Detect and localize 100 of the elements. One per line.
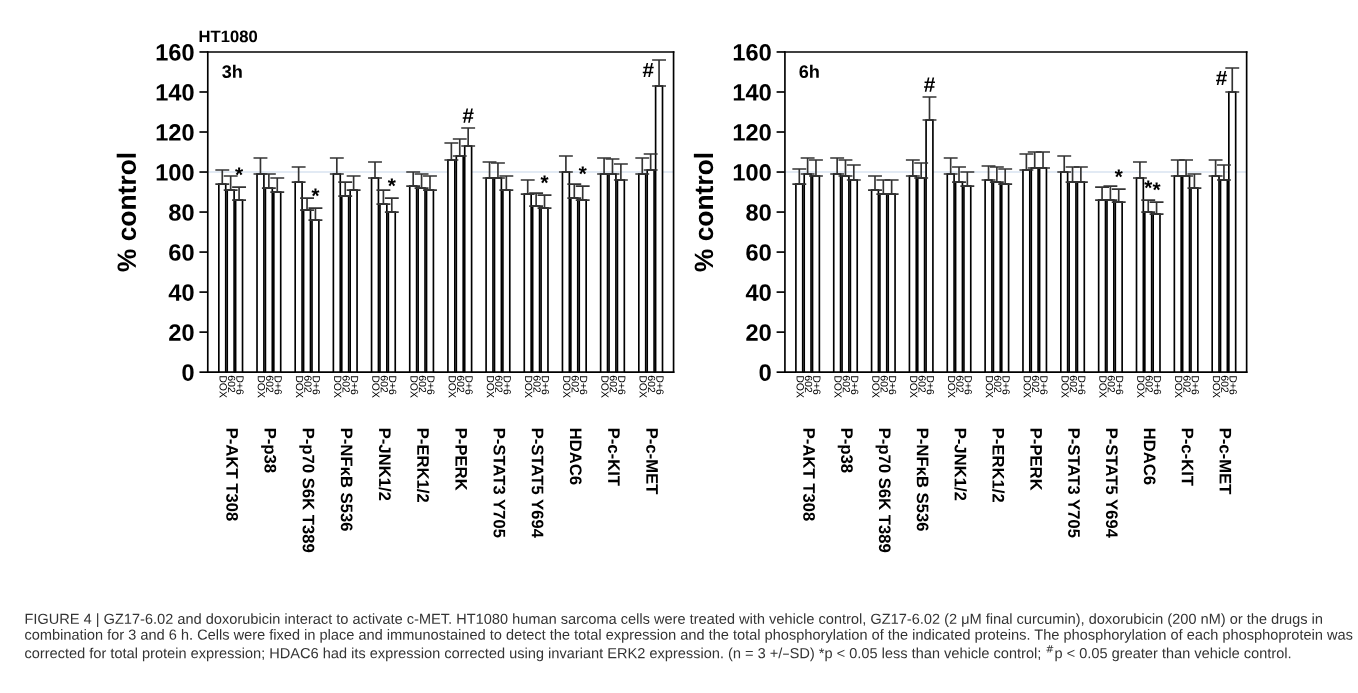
- text: 602: [994, 375, 1002, 393]
- text: 602: [1183, 375, 1191, 393]
- text: D+6: [427, 376, 435, 395]
- data-label: #: [462, 108, 474, 123]
- y-tick-label: 100: [156, 164, 194, 181]
- text: DOX: [910, 376, 918, 398]
- text: DOX: [1137, 376, 1145, 398]
- text: DOX: [295, 376, 304, 398]
- text: 602: [495, 375, 503, 393]
- data-label: *: [387, 178, 396, 187]
- text: D+6: [813, 376, 821, 395]
- text: D+6: [1002, 376, 1010, 395]
- text: D+6: [656, 376, 664, 395]
- y-tick-label: 0: [759, 364, 771, 381]
- text: D+6: [888, 376, 897, 395]
- text: 602: [647, 375, 656, 393]
- data-label: #: [1216, 70, 1227, 86]
- text: 602: [342, 375, 350, 393]
- y-tick-label: 80: [746, 204, 771, 221]
- x-tick-label: P-p70 S6K T389: [299, 428, 315, 553]
- text: D+6: [236, 376, 244, 395]
- x-tick-label: P-STAT3 Y705: [1068, 428, 1080, 538]
- x-tick-label: P-STAT5 Y694: [1105, 428, 1118, 538]
- text: DOX: [796, 376, 804, 398]
- x-tick-label: P-NFκB S536: [916, 428, 929, 531]
- text: 602: [804, 375, 813, 393]
- text: 602: [418, 375, 427, 393]
- text: D+6: [541, 376, 550, 395]
- x-tick-label: HDAC6: [569, 428, 582, 485]
- x-tick-label: P-AKT T308: [226, 428, 239, 521]
- y-tick-label: 0: [182, 364, 194, 381]
- annotation: 6h: [799, 64, 819, 79]
- text: DOX: [1099, 376, 1107, 398]
- text: DOX: [563, 376, 571, 398]
- x-tick-label: P-c-KIT: [608, 428, 620, 486]
- data-label: #: [642, 62, 654, 78]
- text: DOX: [448, 376, 456, 398]
- text: 602: [1031, 375, 1040, 393]
- text: 602: [918, 375, 926, 393]
- text: DOX: [872, 376, 880, 398]
- x-tick-label: P-ERK1/2: [992, 428, 1005, 503]
- data-label: *: [578, 166, 587, 175]
- y-tick-label: 140: [156, 84, 194, 101]
- text: D+6: [579, 376, 588, 395]
- x-tick-label: P-c-MET: [1219, 428, 1232, 495]
- text: 602: [571, 375, 579, 393]
- y-tick-label: 20: [169, 324, 194, 341]
- text: 602: [1221, 375, 1229, 393]
- data-label: *: [311, 188, 320, 197]
- text: D+6: [1040, 376, 1048, 395]
- y-tick-label: 120: [156, 124, 194, 141]
- x-tick-label: P-STAT5 Y694: [531, 428, 544, 538]
- text: D+6: [1115, 376, 1124, 395]
- y-tick-label: 60: [746, 244, 771, 261]
- text: DOX: [524, 376, 533, 398]
- x-tick-label: P-c-MET: [646, 428, 658, 495]
- y-tick-label: 60: [169, 244, 194, 261]
- text: 602: [304, 375, 312, 393]
- x-tick-label: P-ERK1/2: [416, 428, 430, 503]
- text: DOX: [1061, 376, 1069, 398]
- x-tick-label: P-p70 S6K T389: [875, 428, 891, 553]
- text: DOX: [1174, 376, 1183, 398]
- x-tick-label: P-NFκB S536: [340, 428, 353, 531]
- text: D+6: [964, 376, 972, 395]
- text: DOX: [985, 376, 994, 398]
- text: 602: [227, 375, 236, 393]
- x-tick-label: P-p38: [261, 428, 277, 473]
- data-label: *: [1152, 182, 1161, 191]
- text: 602: [266, 375, 274, 393]
- annotation: 3h: [222, 64, 242, 79]
- text: 602: [456, 375, 465, 393]
- text: D+6: [389, 376, 397, 395]
- x-tick-label: P-p38: [837, 428, 853, 473]
- y-tick-label: 40: [168, 284, 194, 301]
- caption: FIGURE 4 | GZ17-6.02 and doxorubicin interact to activate c-MET. HT1080 human sarcoma cells were treated with vehicle control, GZ17-6.02 (2 μM final curcumin), doxorubicin (200 nM) or the drugs in combination for 3 and 6 h. Cells were fixed in place and immunostained to detect the total expression and the total phosphorylation of the indicated proteins. The phosphorylation of each phosphoprotein was corrected for total protein expression; HDAC6 had its expression corrected using invariant ERK2 expression. (n = 3 +/–SD) *p < 0.05 less than vehicle control; $^{#}$p < 0.05 greater than vehicle control.: [25, 613, 1353, 662]
- x-tick-label: P-c-KIT: [1181, 428, 1194, 486]
- text: 602: [380, 375, 388, 393]
- text: 602: [533, 375, 541, 393]
- y-tick-label: 160: [156, 44, 194, 61]
- text: D+6: [926, 376, 935, 395]
- text: DOX: [257, 376, 266, 398]
- text: D+6: [851, 376, 859, 395]
- y-axis-title: % control: [693, 153, 714, 272]
- text: D+6: [618, 376, 626, 395]
- text: DOX: [947, 376, 956, 398]
- x-tick-label: HDAC6: [1143, 428, 1156, 485]
- data-label: #: [924, 77, 935, 92]
- text: 602: [609, 375, 618, 393]
- text: D+6: [1153, 376, 1162, 395]
- data-label: *: [235, 167, 244, 176]
- text: D+6: [350, 376, 359, 395]
- y-tick-label: 40: [745, 284, 771, 301]
- x-tick-label: P-STAT3 Y705: [493, 428, 506, 538]
- y-axis-title: % control: [116, 153, 137, 272]
- text: 602: [1107, 375, 1115, 393]
- text: 602: [880, 375, 888, 393]
- text: DOX: [1212, 376, 1221, 398]
- text: DOX: [639, 376, 647, 398]
- y-tick-label: 20: [746, 324, 771, 341]
- text: DOX: [834, 376, 842, 398]
